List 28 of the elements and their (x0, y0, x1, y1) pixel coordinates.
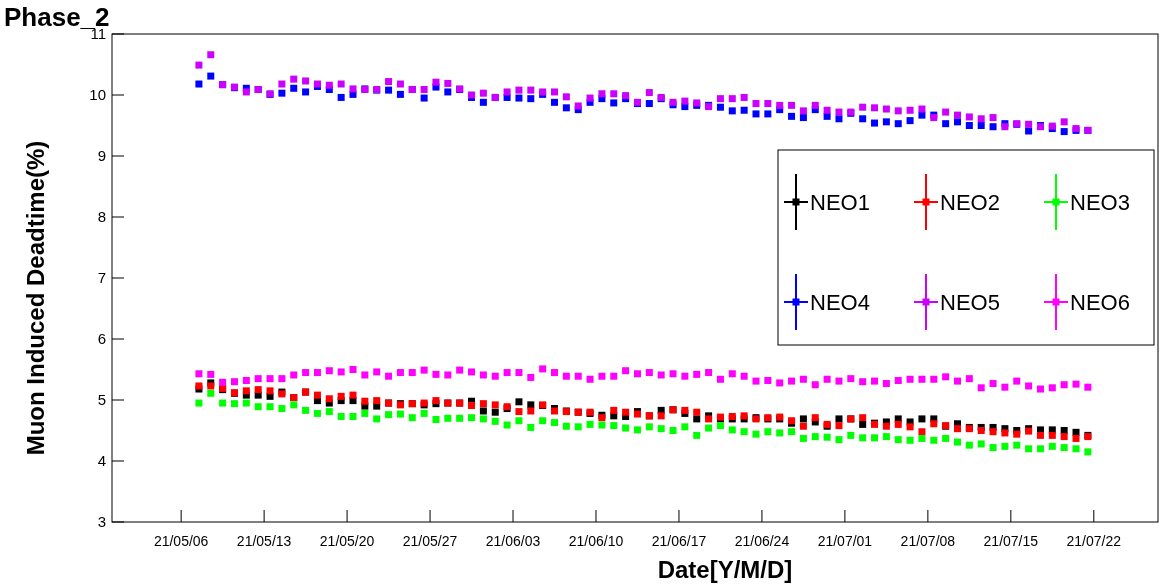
legend-label: NEO6 (1070, 289, 1130, 315)
legend-label: NEO3 (1070, 189, 1130, 215)
legend-label: NEO2 (940, 189, 1000, 215)
x-axis-title: Date[Y/M/D] (657, 556, 793, 583)
x-tick-label: 21/06/03 (485, 533, 541, 549)
x-tick-label: 21/06/17 (651, 533, 707, 549)
y-tick-label: 6 (97, 330, 106, 348)
y-axis-title: Muon Induced Deadtime(%) (22, 140, 49, 456)
y-tick-label: 8 (97, 208, 106, 226)
legend-label: NEO5 (940, 289, 1000, 315)
x-tick-label: 21/05/27 (402, 533, 458, 549)
y-tick-label: 10 (89, 86, 106, 104)
y-tick-label: 4 (97, 452, 106, 470)
legend-label: NEO1 (810, 189, 870, 215)
x-tick-label: 21/05/06 (153, 533, 209, 549)
y-tick-label: 7 (97, 269, 106, 287)
x-tick-label: 21/06/24 (734, 533, 790, 549)
x-tick-label: 21/07/15 (983, 533, 1039, 549)
y-tick-label: 5 (97, 391, 106, 409)
legend-label: NEO4 (810, 289, 870, 315)
x-tick-label: 21/05/13 (236, 533, 292, 549)
y-tick-label: 9 (97, 147, 106, 165)
x-tick-label: 21/07/08 (900, 533, 956, 549)
x-tick-label: 21/07/22 (1066, 533, 1122, 549)
x-tick-label: 21/06/10 (568, 533, 624, 549)
x-tick-label: 21/07/01 (817, 533, 873, 549)
x-tick-label: 21/05/20 (319, 533, 375, 549)
y-tick-label: 3 (97, 513, 106, 531)
